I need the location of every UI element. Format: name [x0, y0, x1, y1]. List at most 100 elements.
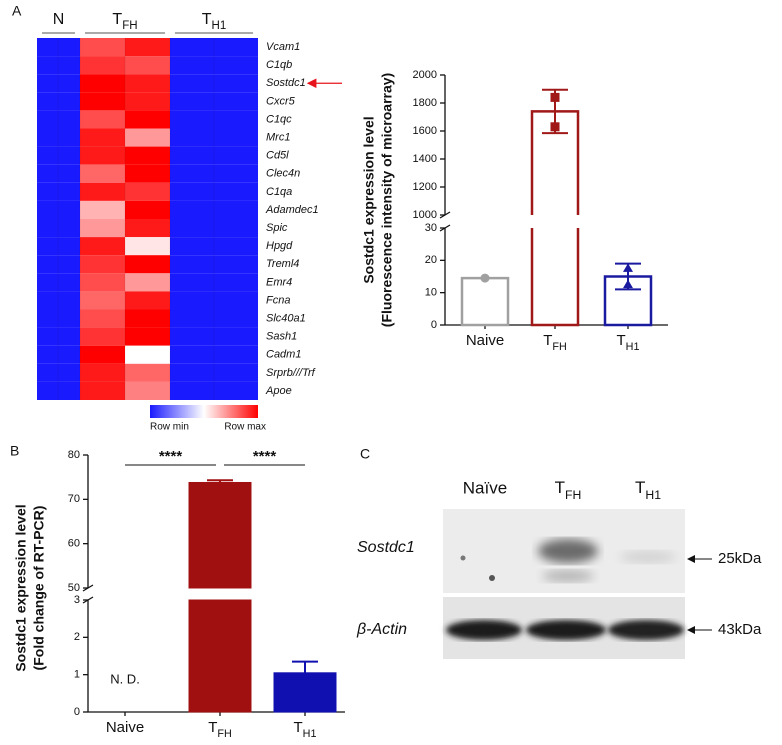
gene-label: C1qa	[266, 186, 292, 198]
y-tick-label: 70	[68, 493, 80, 505]
y-tick-label: 1200	[413, 181, 437, 193]
gene-label: Hpgd	[266, 240, 293, 252]
heatmap-cell	[170, 110, 214, 129]
gene-label: Adamdec1	[265, 204, 319, 216]
bar	[188, 481, 252, 589]
blot-band	[526, 620, 606, 640]
data-point	[480, 273, 490, 283]
heatmap-cell	[37, 327, 58, 346]
heatmap-cell	[125, 56, 170, 75]
heatmap-cell	[37, 345, 58, 364]
heatmap-cell	[80, 56, 125, 75]
y-tick-label: 1800	[413, 97, 437, 109]
heatmap-cell	[80, 345, 125, 364]
blot-band	[608, 620, 684, 640]
heatmap-cell	[214, 92, 258, 111]
heatmap-cell	[37, 164, 58, 183]
heatmap-cell	[80, 110, 125, 129]
heatmap-cell	[37, 92, 58, 111]
bar	[530, 228, 580, 327]
heatmap-cell	[170, 273, 214, 292]
gene-label: Treml4	[266, 258, 299, 270]
heatmap-cell	[170, 363, 214, 382]
heatmap-cell	[58, 273, 80, 292]
heatmap-cell	[125, 345, 170, 364]
y-tick-label: 50	[68, 582, 80, 594]
y-tick-label: 1600	[413, 125, 437, 137]
heatmap-cell	[58, 56, 80, 75]
column-group-label: TH1	[202, 11, 227, 32]
gene-label: Slc40a1	[266, 312, 306, 324]
heatmap-cell	[58, 381, 80, 400]
x-tick-label: Naive	[106, 719, 144, 736]
heatmap-cell	[37, 146, 58, 165]
heatmap-cell	[37, 291, 58, 310]
heatmap-cell	[125, 219, 170, 238]
y-tick-label: 3	[74, 594, 80, 606]
gene-label: Spic	[266, 222, 288, 234]
heatmap-cell	[58, 200, 80, 219]
heatmap-cell	[58, 146, 80, 165]
blot-row-label: β-Actin	[356, 621, 407, 638]
heatmap-cell	[170, 237, 214, 256]
heatmap-cell	[58, 309, 80, 328]
y-tick-label: 80	[68, 449, 80, 461]
column-group-label: N	[53, 11, 65, 28]
heatmap-cell	[58, 363, 80, 382]
gene-label: Sash1	[266, 331, 297, 343]
y-tick-label: 60	[68, 538, 80, 550]
heatmap-cell	[125, 110, 170, 129]
heatmap-cell	[170, 92, 214, 111]
heatmap-cell	[58, 237, 80, 256]
x-tick-label: Naive	[466, 332, 504, 349]
x-tick-label: TFH	[208, 719, 232, 740]
gene-label: Mrc1	[266, 131, 290, 143]
heatmap-cell	[80, 74, 125, 93]
heatmap-cell	[58, 327, 80, 346]
data-point	[623, 263, 633, 272]
heatmap-cell	[125, 255, 170, 274]
heatmap-cell	[80, 363, 125, 382]
heatmap-cell	[214, 291, 258, 310]
x-tick-label: TH1	[294, 719, 317, 740]
y-tick-label: 0	[431, 319, 437, 331]
heatmap-cell	[214, 219, 258, 238]
heatmap-cell	[125, 164, 170, 183]
heatmap-cell	[80, 182, 125, 201]
heatmap-cell	[214, 164, 258, 183]
heatmap-cell	[80, 92, 125, 111]
heatmap-cell	[214, 200, 258, 219]
heatmap-cell	[58, 92, 80, 111]
heatmap-cell	[170, 309, 214, 328]
bar	[460, 276, 510, 327]
heatmap-cell	[37, 309, 58, 328]
data-point	[623, 279, 633, 289]
heatmap-cell	[214, 128, 258, 147]
y-axis-label: Sostdc1 expression level	[361, 116, 377, 283]
significance-label: ****	[159, 448, 183, 465]
heatmap-cell	[214, 237, 258, 256]
gene-label: Vcam1	[266, 41, 300, 53]
heatmap-cell	[214, 381, 258, 400]
size-label: 25kDa	[718, 550, 762, 567]
panel-label: A	[12, 3, 22, 19]
heatmap-cell	[37, 38, 58, 57]
heatmap-cell	[37, 255, 58, 274]
heatmap-cell	[170, 128, 214, 147]
heatmap-cell	[58, 128, 80, 147]
bar	[273, 672, 337, 713]
heatmap-cell	[125, 327, 170, 346]
heatmap-cell	[125, 381, 170, 400]
y-tick-label: 2	[74, 631, 80, 643]
blot-group-label: TH1	[635, 478, 661, 502]
heatmap-cell	[58, 164, 80, 183]
heatmap-cell	[170, 200, 214, 219]
bar	[188, 599, 252, 713]
legend-label: Row min	[150, 422, 189, 433]
heatmap-cell	[80, 309, 125, 328]
panel-label: C	[360, 446, 370, 462]
heatmap-cell	[214, 110, 258, 129]
heatmap-cell	[125, 128, 170, 147]
heatmap-cell	[37, 200, 58, 219]
